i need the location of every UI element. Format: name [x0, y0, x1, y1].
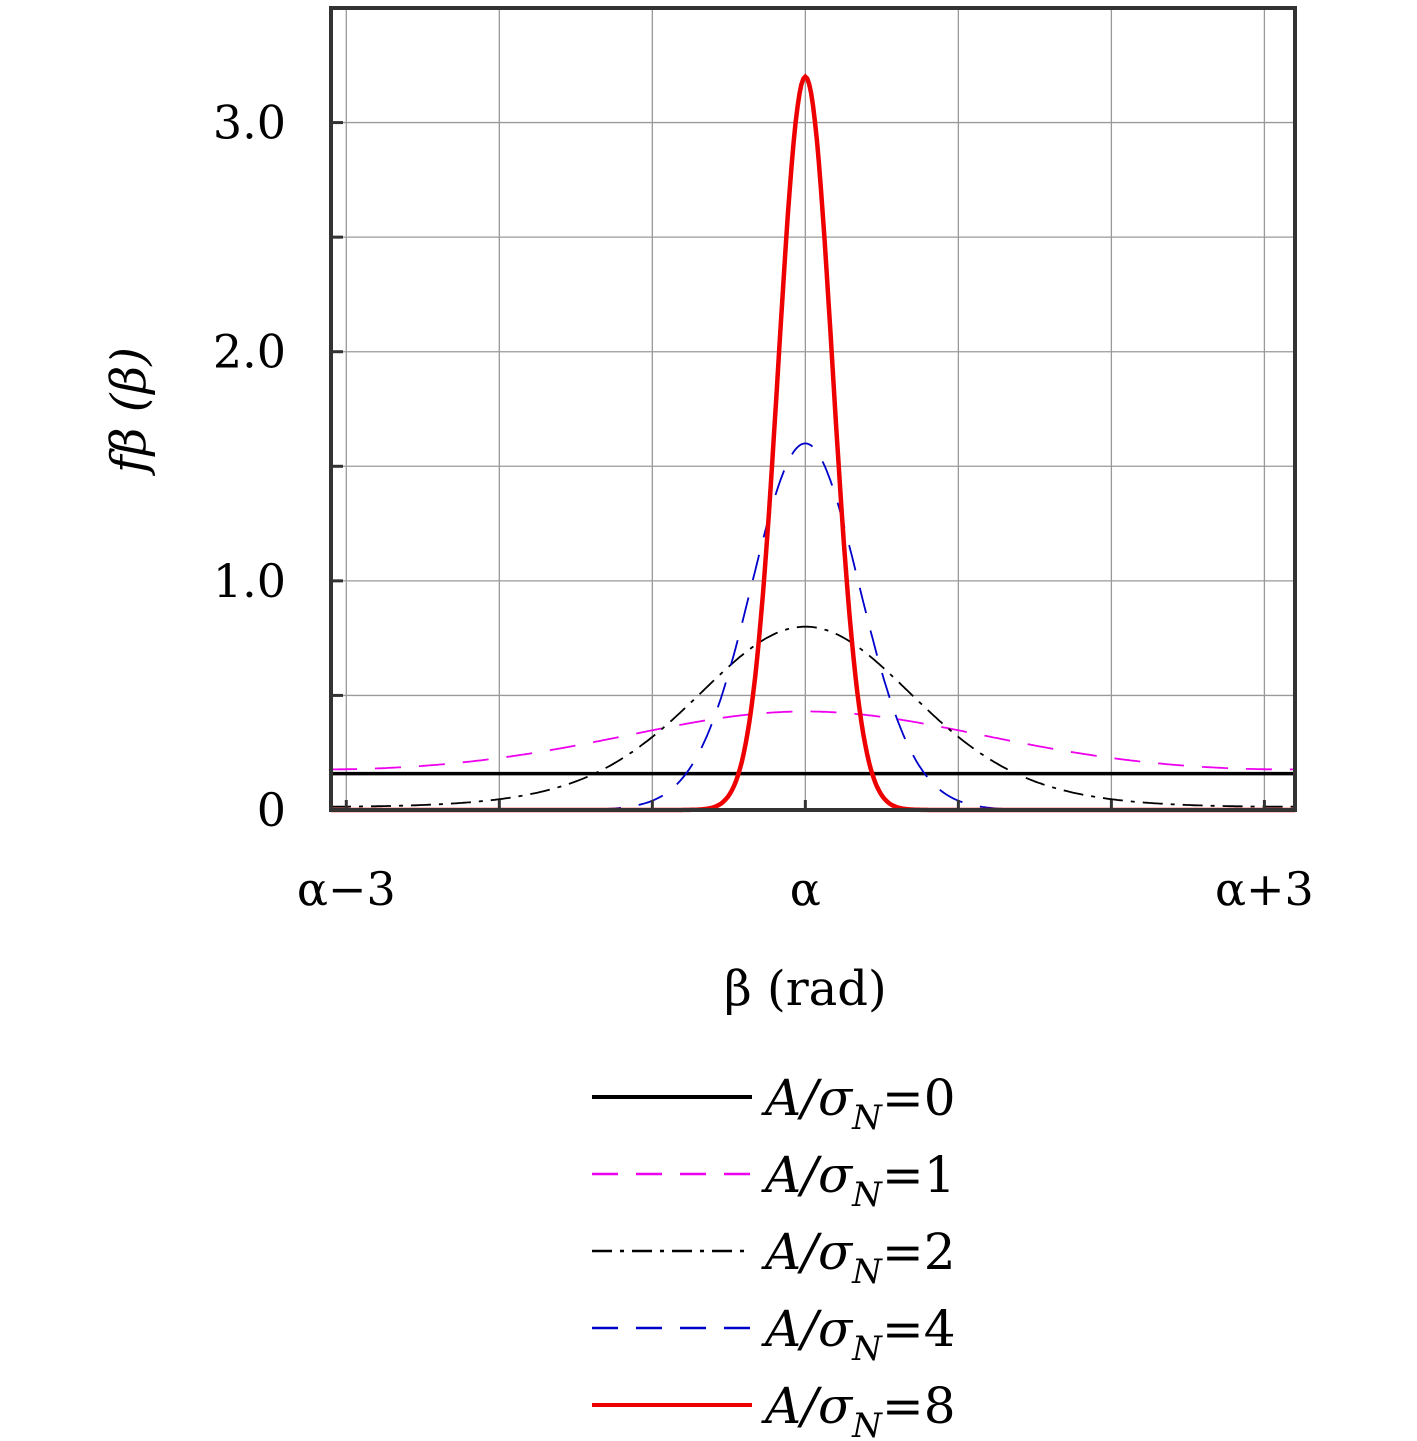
series-line-1: [331, 710, 1295, 771]
legend-label: A/σN=2: [761, 1223, 956, 1292]
legend: A/σN=0 A/σN=1 A/σN=2 A/σN=4 A/σN=8: [592, 1069, 956, 1441]
series-group: [331, 73, 1295, 813]
x-axis-label: β (rad): [724, 961, 887, 1017]
grid: [331, 8, 1295, 810]
x-tick-label: α−3: [297, 862, 396, 916]
y-axis-label: fβ (β): [101, 347, 157, 476]
y-axis-label-group: fβ (β): [101, 347, 157, 476]
legend-label: A/σN=8: [761, 1377, 956, 1441]
legend-label: A/σN=4: [761, 1300, 956, 1369]
plot-frame: [329, 6, 1297, 812]
series-line-2: [331, 625, 1295, 808]
y-tick-label: 0: [257, 783, 286, 837]
series-line-4: [331, 73, 1295, 813]
y-tick-label: 2.0: [213, 325, 286, 379]
ticks: 0 1.0 2.0 3.0 α−3 α α+3: [213, 96, 1314, 916]
x-axis-label-group: β (rad): [724, 961, 887, 1017]
legend-label: A/σN=1: [761, 1146, 956, 1215]
legend-label: A/σN=0: [761, 1069, 956, 1138]
y-tick-label: 1.0: [213, 554, 286, 608]
y-tick-label: 3.0: [213, 96, 286, 150]
x-tick-label: α+3: [1215, 862, 1314, 916]
x-tick-label: α: [790, 862, 821, 916]
